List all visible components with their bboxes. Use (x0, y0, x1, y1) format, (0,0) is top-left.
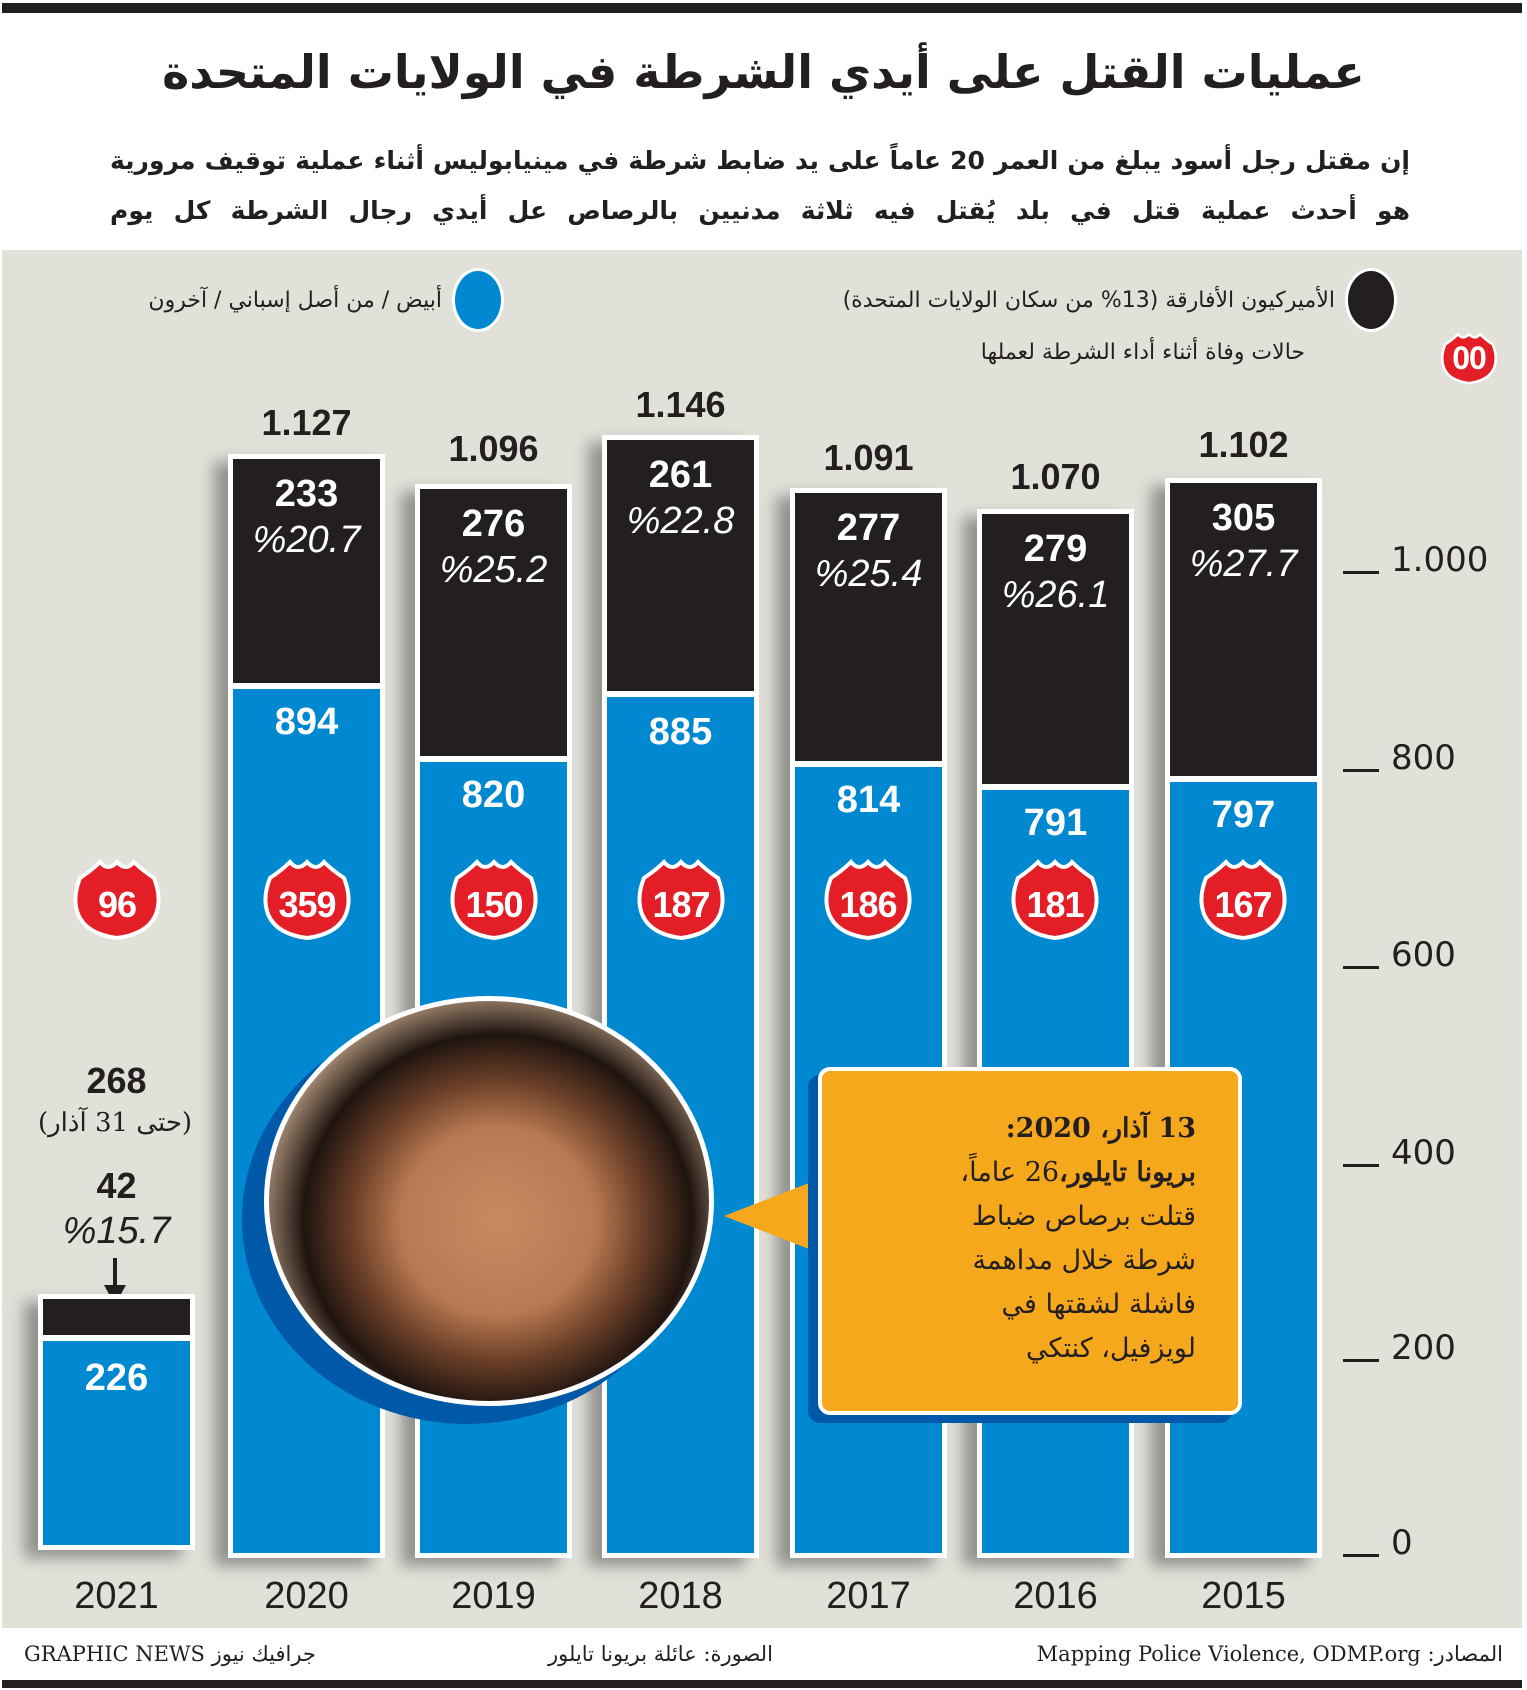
bar-2015-black: 305 %27.7 (1165, 478, 1322, 779)
legend-blue-label: أبيض / من أصل إسباني / آخرون (148, 287, 442, 313)
bar-2021-blue: 226 (38, 1338, 195, 1550)
total-2020: 1.127 (261, 402, 352, 443)
callout-line: فاشلة لشقتها في (1001, 1289, 1196, 1320)
arrow-down-icon (113, 1258, 117, 1294)
note-2021: (حتى 31 آذار) (37, 1108, 193, 1138)
source-credit: المصادر: Mapping Police Violence, ODMP.o… (1036, 1642, 1503, 1666)
legend-shield: حالات وفاة أثناء أداء الشرطة لعملها (981, 340, 1305, 365)
ytick-800: 800 (1343, 738, 1456, 778)
bar-2018-black: 261 %22.8 (602, 435, 759, 694)
total-2016: 1.070 (1010, 456, 1101, 497)
pct-2021: %15.7 (62, 1210, 171, 1252)
year-2020: 2020 (264, 1575, 349, 1617)
total-2017: 1.091 (823, 437, 914, 478)
ytick-1000: 1.000 (1343, 540, 1488, 580)
photo-credit: الصورة: عائلة بريونا تايلور (548, 1642, 773, 1666)
shield-2018: 187 (636, 858, 726, 940)
year-2018: 2018 (638, 1575, 723, 1617)
callout-box: 13 آذار، 2020: بريونا تايلور،26 عاماً، ق… (818, 1067, 1242, 1415)
shield-2019: 150 (449, 858, 539, 940)
callout-line: شرطة خلال مداهمة (972, 1245, 1196, 1276)
callout-date: 13 آذار، 2020: (1005, 1113, 1196, 1144)
ytick-400: 400 (1343, 1133, 1456, 1173)
year-2019: 2019 (451, 1575, 536, 1617)
ytick-600: 600 (1343, 935, 1456, 975)
callout-name-line: بريونا تايلور،26 عاماً، (960, 1157, 1196, 1188)
bar-2021: 226 (38, 1294, 195, 1550)
bar-2019-black: 276 %25.2 (415, 484, 572, 759)
black-2021: 42 (96, 1165, 137, 1206)
legend-shield-label: حالات وفاة أثناء أداء الشرطة لعملها (980, 340, 1305, 365)
black-circle-icon (1345, 268, 1397, 332)
shield-2021: 96 (72, 858, 162, 940)
year-2015: 2015 (1201, 1575, 1286, 1617)
bar-2020-black: 233 %20.7 (228, 454, 385, 686)
bar-2016-black: 279 %26.1 (977, 509, 1134, 787)
year-2017: 2017 (826, 1575, 911, 1617)
total-2019: 1.096 (448, 428, 539, 469)
chart-subtitle: إن مقتل رجل أسود يبلغ من العمر 20 عاماً … (110, 146, 1410, 225)
shield-2020: 359 (262, 858, 352, 940)
bar-2021-black (38, 1294, 195, 1338)
bar-2018: 261 %22.8 885 (602, 435, 759, 1558)
legend-blue: أبيض / من أصل إسباني / آخرون (148, 268, 504, 332)
total-2018: 1.146 (635, 384, 726, 425)
shield-2015: 167 (1198, 858, 1288, 940)
legend-black: الأميركيون الأفارقة (13% من سكان الولايا… (843, 268, 1397, 332)
ytick-0: 0 (1343, 1523, 1413, 1563)
portrait-photo (264, 996, 714, 1406)
ytick-200: 200 (1343, 1328, 1456, 1368)
year-2016: 2016 (1013, 1575, 1098, 1617)
bottom-rule (2, 1680, 1522, 1688)
shield-2017: 186 (823, 858, 913, 940)
callout-pointer (724, 1178, 822, 1254)
brand-credit: GRAPHIC NEWS جرافيك نيوز (24, 1642, 316, 1666)
shield-2016: 181 (1010, 858, 1100, 940)
blue-circle-icon (452, 268, 504, 332)
total-2015: 1.102 (1198, 424, 1289, 465)
total-2021: 268 (86, 1060, 147, 1101)
bar-2017-black: 277 %25.4 (790, 488, 947, 764)
top-rule (2, 3, 1522, 13)
bar-2020: 233 %20.7 894 (228, 454, 385, 1558)
legend-shield-icon: 00 (1440, 328, 1498, 388)
year-2021: 2021 (74, 1575, 159, 1617)
chart-title: عمليات القتل على أيدي الشرطة في الولايات… (162, 45, 1366, 99)
legend-black-label: الأميركيون الأفارقة (13% من سكان الولايا… (842, 287, 1335, 313)
callout-line: لويزفيل، كنتكي (1026, 1333, 1196, 1364)
callout-line: قتلت برصاص ضباط (971, 1201, 1196, 1232)
